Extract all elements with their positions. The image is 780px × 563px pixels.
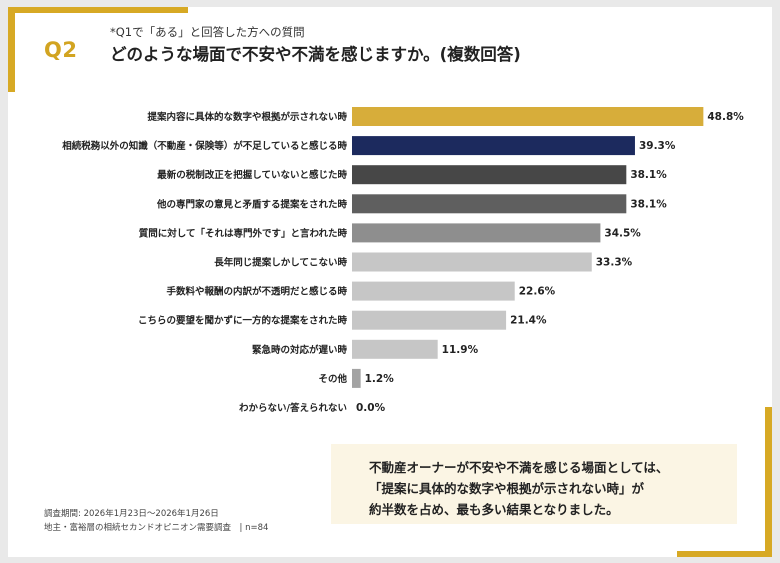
- value-label: 48.8%: [707, 111, 744, 123]
- accent-bar-top-left-vertical: [8, 7, 15, 92]
- value-label: 38.1%: [630, 198, 667, 210]
- question-number: Q2: [44, 38, 78, 62]
- summary-line-2: 「提案に具体的な数字や根拠が示されない時」が: [369, 481, 645, 496]
- bar: [352, 136, 635, 156]
- bar: [352, 194, 627, 214]
- value-label: 38.1%: [630, 169, 667, 181]
- bar: [352, 223, 601, 243]
- value-label: 22.6%: [519, 286, 556, 298]
- category-label: その他: [318, 373, 347, 385]
- category-label: 質問に対して「それは専門外です」と言われた時: [139, 227, 348, 239]
- survey-name: 地主・富裕層の相続セカンドオピニオン需要調査 | n=84: [44, 523, 269, 533]
- bar: [352, 368, 361, 388]
- bar: [352, 252, 592, 272]
- summary-line-1: 不動産オーナーが不安や不満を感じる場面としては、: [369, 460, 669, 475]
- question-subtitle: *Q1で「ある」と回答した方への質問: [110, 25, 305, 39]
- bar: [352, 310, 507, 330]
- value-label: 34.5%: [604, 227, 641, 239]
- value-label: 0.0%: [356, 402, 386, 414]
- bar: [352, 165, 627, 185]
- value-label: 39.3%: [639, 140, 676, 152]
- value-label: 33.3%: [596, 257, 633, 269]
- bar: [352, 281, 515, 301]
- slide: Q2 *Q1で「ある」と回答した方への質問 どのような場面で不安や不満を感じます…: [8, 7, 772, 557]
- value-label: 11.9%: [442, 344, 479, 356]
- category-label: 最新の税制改正を把握していないと感じた時: [157, 169, 347, 181]
- accent-bar-top-left-horizontal: [8, 7, 188, 13]
- category-label: 提案内容に具体的な数字や根拠が示されない時: [147, 111, 347, 123]
- summary-line-3: 約半数を占め、最も多い結果となりました。: [369, 502, 619, 517]
- bar: [352, 107, 704, 126]
- accent-bar-bottom-right-vertical: [765, 407, 772, 557]
- survey-period: 調査期間: 2026年1月23日〜2026年1月26日: [44, 509, 219, 519]
- question-title: どのような場面で不安や不満を感じますか。(複数回答): [110, 45, 521, 64]
- value-label: 21.4%: [510, 315, 547, 327]
- category-label: 手数料や報酬の内訳が不透明だと感じる時: [166, 286, 347, 298]
- value-label: 1.2%: [365, 373, 395, 385]
- category-label: 他の専門家の意見と矛盾する提案をされた時: [156, 198, 348, 210]
- accent-bar-bottom-right-horizontal: [677, 551, 772, 557]
- category-label: わからない/答えられない: [239, 402, 347, 414]
- category-label: 緊急時の対応が遅い時: [252, 344, 348, 356]
- category-label: 長年同じ提案しかしてこない時: [214, 257, 347, 269]
- bar: [352, 339, 438, 359]
- category-label: こちらの要望を聞かずに一方的な提案をされた時: [138, 315, 348, 327]
- summary-box: 不動産オーナーが不安や不満を感じる場面としては、 「提案に具体的な数字や根拠が示…: [331, 444, 737, 524]
- category-label: 相続税務以外の知識（不動産・保険等）が不足していると感じる時: [62, 140, 347, 152]
- bar-chart: 提案内容に具体的な数字や根拠が示されない時 48.8% 相続税務以外の知識（不動産・…: [62, 107, 744, 414]
- survey-footer: 調査期間: 2026年1月23日〜2026年1月26日 地主・富裕層の相続セカン…: [44, 507, 268, 535]
